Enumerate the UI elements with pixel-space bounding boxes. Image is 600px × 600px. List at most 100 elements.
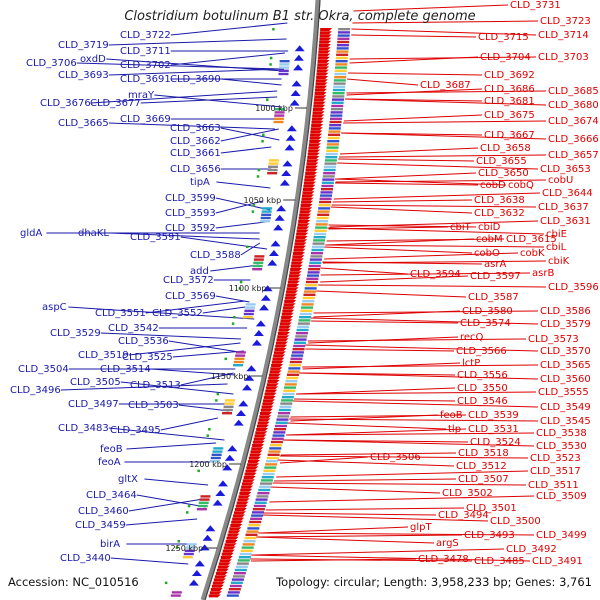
cog-stripe-right — [336, 47, 349, 50]
gene-label-right: CLD_3556 — [457, 370, 508, 381]
callout-line-right — [279, 455, 529, 459]
cog-stripe-right — [331, 104, 344, 108]
callout-line-left — [170, 22, 288, 36]
gene-arrow-forward — [319, 31, 332, 35]
callout-line-right — [333, 192, 541, 200]
gene-label-left: CLD_3569 — [165, 291, 216, 302]
gene-arrow-forward — [266, 383, 279, 387]
gene-label-right: CLD_3596 — [548, 282, 599, 293]
cog-stripe-right — [333, 85, 346, 88]
cog-stripe-left — [182, 556, 193, 559]
gene-label-right: CLD_3570 — [540, 346, 591, 357]
gene-label-right: CLD_3631 — [540, 216, 591, 227]
cog-stripe-right — [255, 498, 268, 501]
gene-label-right: CLD_3658 — [480, 143, 531, 154]
gene-arrow-forward — [266, 386, 279, 390]
gene-label-left: CLD_3464 — [86, 490, 137, 501]
gene-arrow-forward — [280, 319, 293, 323]
gene-arrow-reverse — [251, 339, 262, 346]
gene-arrow-forward — [312, 108, 325, 111]
cog-stripe-left — [261, 213, 272, 216]
cog-stripe-right — [324, 165, 337, 168]
cog-stripe-left — [261, 210, 272, 213]
cog-stripe-right — [253, 504, 266, 508]
cog-stripe-right — [296, 328, 309, 332]
cog-stripe-left — [212, 450, 223, 453]
callout-line-left — [60, 383, 228, 391]
callout-line-right — [353, 4, 509, 12]
gene-label-right: CLD_3650 — [478, 168, 529, 179]
cog-stripe-right — [329, 120, 342, 124]
cog-stripe-right — [335, 66, 348, 69]
gc-marker — [251, 210, 255, 213]
callout-line-right — [351, 34, 477, 38]
cog-stripe-left — [267, 168, 278, 172]
cog-stripe-right — [241, 546, 254, 549]
gene-arrow-forward — [311, 117, 324, 121]
gc-marker — [216, 392, 220, 396]
gene-arrow-forward — [315, 79, 328, 83]
gene-label-left: CLD_3591 — [130, 232, 181, 243]
gene-label-right: cobK — [520, 248, 545, 259]
gene-arrow-forward — [314, 88, 327, 92]
gene-label-right: CLD_3731 — [510, 0, 561, 11]
cog-stripe-right — [323, 168, 336, 172]
cog-stripe-right — [286, 373, 299, 376]
gene-label-left: CLD_3702 — [120, 60, 171, 71]
gc-marker — [238, 287, 242, 290]
gene-arrow-forward — [246, 466, 259, 470]
gene-arrow-reverse — [217, 480, 228, 487]
cog-stripe-left — [245, 306, 256, 309]
cog-stripe-right — [301, 306, 314, 309]
callout-line-right — [279, 456, 369, 464]
cog-stripe-right — [336, 50, 349, 53]
gene-arrow-reverse — [279, 179, 290, 186]
gene-arrow-forward — [318, 44, 331, 47]
cog-stripe-right — [238, 556, 251, 559]
cog-stripe-right — [289, 360, 302, 364]
gene-arrow-forward — [253, 437, 266, 441]
cog-stripe-right — [260, 479, 273, 482]
gene-label-right: glpT — [410, 522, 432, 533]
cog-stripe-right — [251, 514, 264, 517]
gene-label-right: CLD_3667 — [484, 130, 535, 141]
cog-stripe-right — [289, 364, 302, 367]
gene-arrow-reverse — [289, 99, 300, 106]
gene-arrow-forward — [306, 165, 319, 169]
gene-label-left: CLD_3662 — [170, 136, 221, 147]
gc-marker — [215, 399, 218, 402]
callout-line-left — [178, 404, 230, 412]
gene-arrow-forward — [212, 581, 225, 585]
callout-line-right — [292, 400, 539, 408]
cog-stripe-right — [300, 309, 313, 312]
cog-stripe-right — [295, 335, 308, 338]
cog-stripe-right — [320, 188, 333, 191]
kbp-label: 1200 kbp — [189, 460, 227, 469]
topology-text: Topology: circular; Length: 3,958,233 bp… — [275, 575, 592, 589]
gene-arrow-forward — [269, 370, 282, 374]
gene-arrow-forward — [258, 418, 271, 422]
gene-arrow-forward — [300, 204, 313, 207]
cog-stripe-right — [234, 568, 247, 572]
callout-line-left — [202, 306, 246, 314]
gc-marker — [246, 245, 249, 249]
gene-label-left: CLD_3722 — [120, 30, 171, 41]
gene-arrow-forward — [319, 37, 332, 41]
gene-label-right: CLD_3573 — [528, 334, 579, 345]
cog-stripe-right — [322, 175, 335, 178]
gene-arrow-reverse — [290, 90, 301, 96]
callout-line-left — [108, 427, 225, 441]
gene-arrow-forward — [311, 124, 324, 127]
gene-arrow-reverse — [274, 214, 285, 221]
callout-line-right — [341, 132, 547, 140]
gene-label-right: feoB — [440, 410, 463, 421]
cog-stripe-right — [292, 348, 305, 351]
gene-arrow-reverse — [224, 454, 235, 461]
gene-label-right: CLD_3530 — [536, 441, 587, 452]
gene-label-right: CLD_3574 — [460, 318, 511, 329]
cog-stripe-right — [227, 591, 240, 594]
callout-line-left — [216, 181, 271, 189]
gene-arrow-forward — [277, 335, 290, 339]
gene-label-left: CLD_3690 — [170, 74, 221, 85]
